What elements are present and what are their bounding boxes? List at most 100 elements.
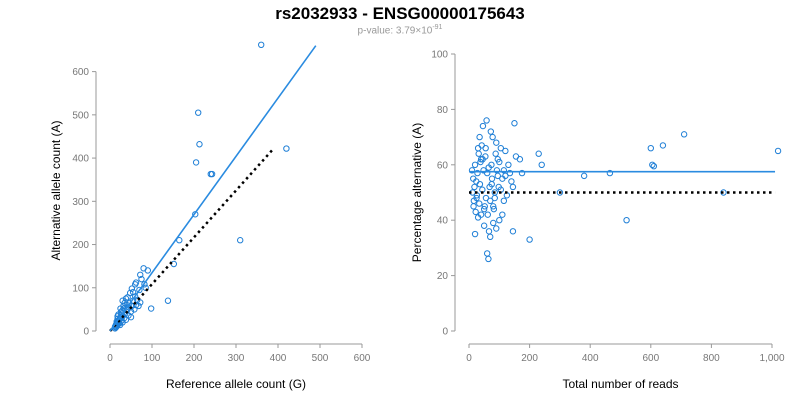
data-point	[117, 305, 124, 312]
p-value-text: p-value: 3.79×10	[357, 25, 433, 37]
data-point	[489, 133, 496, 141]
y-tick-label: 100	[431, 50, 448, 61]
y-axis-label: Alternative allele count (A)	[49, 120, 63, 260]
data-point	[500, 197, 508, 205]
data-point	[479, 122, 487, 130]
data-point	[556, 189, 564, 196]
x-tick-label: 0	[107, 353, 113, 364]
data-point	[488, 175, 496, 182]
data-point	[482, 144, 489, 152]
scatter-plot-left: 0 100 200 300 400 500 600 0 100 200 300 400 500 600 Re…	[49, 41, 371, 391]
data-point	[129, 288, 137, 296]
scatter-plot-right: 0 20 40 60 80 100 0 200 400 600 800 1,000 Total numb…	[410, 50, 785, 392]
data-point	[484, 211, 491, 218]
data-point	[208, 170, 216, 178]
data-point	[474, 169, 481, 177]
fit-line	[109, 45, 317, 332]
data-point	[538, 161, 545, 169]
data-point	[481, 203, 488, 210]
y-axis-label: Percentage alternative (A)	[410, 123, 424, 262]
data-point	[493, 225, 500, 232]
data-point	[485, 164, 492, 171]
data-point	[127, 313, 135, 321]
data-point	[470, 203, 477, 210]
data-point	[502, 172, 509, 180]
data-point	[487, 233, 494, 241]
data-point	[649, 161, 656, 169]
x-axis-label: Reference allele count (G)	[166, 377, 306, 391]
y-tick-label: 20	[437, 271, 449, 282]
data-point	[476, 180, 484, 188]
data-point	[470, 175, 477, 182]
data-point	[650, 162, 658, 170]
y-tick-label: 600	[72, 67, 89, 78]
y-tick-label: 40	[437, 216, 449, 227]
data-point	[192, 159, 200, 166]
chart-subtitle: p-value: 3.79×10-91	[0, 24, 800, 36]
data-point	[526, 236, 533, 243]
data-point	[494, 156, 501, 163]
data-point	[606, 169, 614, 177]
data-point	[500, 167, 508, 174]
x-tick-label: 800	[703, 353, 720, 364]
data-point	[137, 299, 144, 306]
data-point	[485, 228, 493, 235]
data-point	[535, 150, 542, 157]
data-point	[132, 279, 140, 286]
data-point	[480, 205, 488, 213]
chart-title: rs2032933 - ENSG00000175643	[275, 4, 525, 23]
data-point	[680, 131, 688, 138]
data-point	[164, 297, 172, 304]
data-point	[472, 208, 479, 216]
data-point	[471, 161, 479, 169]
data-point	[647, 144, 654, 152]
data-point	[475, 150, 482, 157]
x-tick-label: 1,000	[759, 353, 784, 364]
x-tick-label: 600	[642, 353, 659, 364]
data-point	[496, 217, 503, 224]
data-point	[499, 211, 506, 218]
x-tick-label: 100	[144, 353, 161, 364]
data-point	[477, 156, 485, 163]
data-point	[505, 161, 512, 169]
y-tick-label: 400	[72, 154, 89, 165]
data-point	[580, 172, 588, 180]
data-point	[482, 194, 490, 202]
y-tick-label: 300	[72, 197, 89, 208]
x-tick-label: 300	[228, 353, 245, 364]
reference-line-dotted	[109, 147, 275, 332]
data-point	[490, 203, 497, 210]
data-point	[488, 180, 495, 188]
data-point	[141, 281, 148, 288]
data-point	[490, 219, 497, 227]
data-point	[720, 189, 727, 196]
data-point	[147, 305, 155, 312]
data-point	[124, 294, 131, 301]
data-point	[196, 141, 203, 148]
data-point	[659, 142, 667, 149]
data-point	[471, 183, 478, 191]
y-tick-label: 60	[437, 160, 449, 171]
data-point	[128, 302, 136, 310]
x-tick-label: 200	[186, 353, 203, 364]
data-point	[473, 194, 480, 202]
y-tick-label: 100	[72, 283, 89, 294]
data-point	[494, 172, 501, 180]
data-point	[774, 147, 782, 155]
data-point	[480, 222, 488, 229]
data-point	[492, 150, 499, 157]
data-point	[195, 109, 202, 116]
data-point	[476, 200, 483, 207]
data-point	[119, 297, 126, 304]
data-point	[144, 267, 152, 274]
x-tick-label: 0	[466, 353, 472, 364]
data-point	[136, 286, 143, 294]
x-tick-label: 400	[270, 353, 287, 364]
data-point	[474, 214, 482, 221]
data-point	[485, 255, 492, 263]
data-point	[497, 144, 505, 152]
data-point	[512, 153, 520, 160]
data-point	[509, 183, 517, 191]
x-axis-label: Total number of reads	[562, 377, 678, 391]
data-point	[493, 139, 500, 146]
